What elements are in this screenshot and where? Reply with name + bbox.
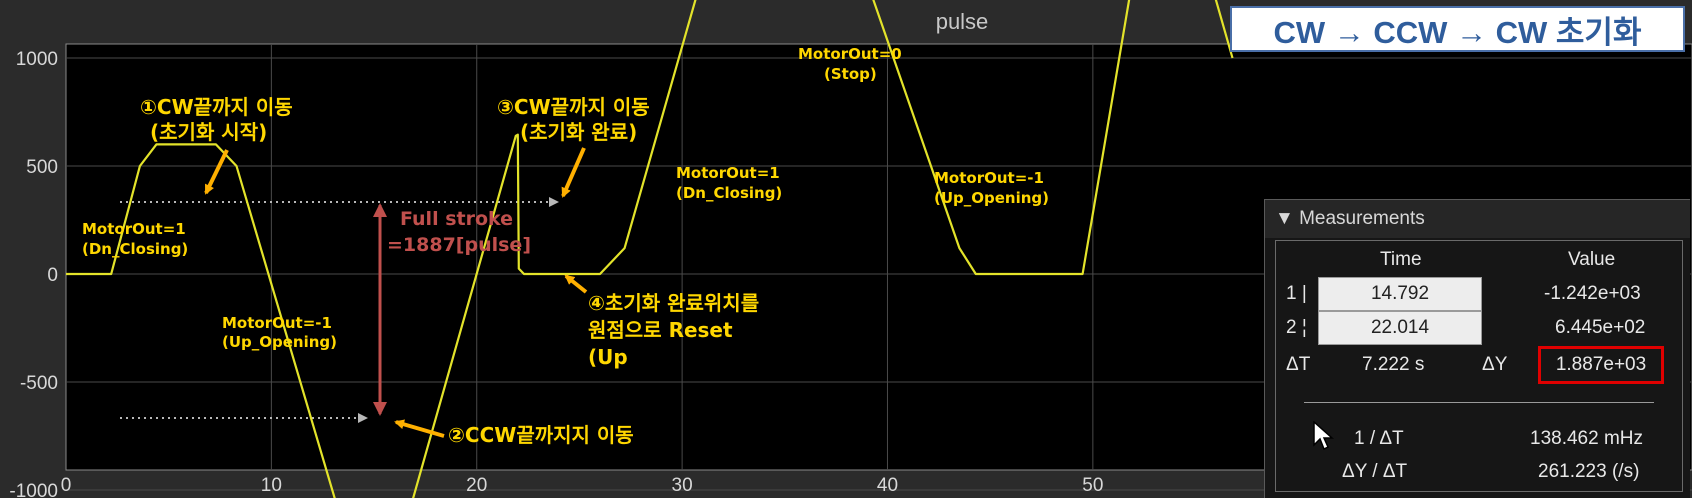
triangle-down-icon[interactable]: ▼ [1275,208,1294,229]
annotation-step3-sub: (초기화 완료) [520,120,637,144]
y-tick-label: 500 [26,157,58,178]
mouse-pointer-icon [1313,421,1334,451]
pointer-arrow-2 [394,419,445,438]
cursor2-label: 2 ¦ [1286,317,1307,338]
annotation-motor-m1b: MotorOut=-1 [934,169,1044,187]
x-tick-label: 30 [672,475,693,496]
delta-t-label: ΔT [1286,354,1311,375]
series-line-pulse [66,0,1234,498]
cursor1-label: 1 | [1286,283,1307,304]
tick-labels: 01020304050150010005000-500-1000-1500 [9,49,1103,498]
measurements-panel: ▼ Measurements Time Value 1 | 14.792 -1.… [1264,199,1690,498]
col-header-time: Time [1380,249,1422,270]
delta-y-label: ΔY [1482,354,1508,375]
annotation-step4-line2: 원점으로 Reset [588,318,733,342]
annotation-full-stroke-value: =1887[pulse] [387,234,531,256]
x-tick-label: 10 [261,475,282,496]
x-tick-label: 50 [1082,475,1103,496]
dy-dt-label: ΔY / ΔT [1342,461,1408,482]
annotation-full-stroke: Full stroke [400,208,513,230]
measurements-header[interactable]: ▼ Measurements [1265,200,1690,238]
inv-dt-value: 138.462 mHz [1530,428,1644,449]
pointer-arrow-1 [204,149,229,195]
y-tick-label: -1000 [9,481,58,498]
x-tick-label: 0 [61,475,72,496]
x-tick-label: 40 [877,475,898,496]
annotation-motor-0: MotorOut=0 [798,45,902,63]
cursor2-value: 6.445e+02 [1555,317,1646,338]
annotation-motor-m1b-sub: (Up_Opening) [934,189,1049,207]
delta-y-value: 1.887e+03 [1538,346,1664,384]
annotation-motor-m1a-sub: (Up_Opening) [222,333,337,351]
annotation-motor-0-sub: (Stop) [824,65,877,83]
dy-dt-value: 261.223 (/s) [1538,461,1640,482]
cursor1-time-field[interactable]: 14.792 [1318,277,1482,311]
annotation-step3: ③CW끝까지 이동 [497,95,650,119]
cursor2-time-field[interactable]: 22.014 [1318,311,1482,345]
annotation-motor-1a: MotorOut=1 [82,220,186,238]
measurements-title: Measurements [1299,208,1425,229]
x-tick-label: 20 [466,475,487,496]
y-tick-label: 0 [47,265,58,286]
annotation-motor-m1a: MotorOut=-1 [222,314,332,332]
pointer-arrow-3 [561,147,586,198]
y-tick-label: -500 [20,373,58,394]
measurements-table: Time Value 1 | 14.792 -1.242e+03 2 ¦ 22.… [1275,240,1683,492]
figure-title-box: CW → CCW → CW 초기화 [1230,6,1685,52]
delta-t-value: 7.222 s [1362,354,1425,375]
separator [1304,402,1654,403]
annotation-step1: ①CW끝까지 이동 [140,95,293,119]
cursor1-value: -1.242e+03 [1544,283,1641,304]
annotation-step4-line3: (Up [588,345,628,369]
annotation-step2: ②CCW끝까지지 이동 [448,423,634,447]
chart-title: pulse [936,9,989,34]
annotation-step4: ④초기화 완료위치를 [588,291,759,315]
annotation-motor-1b: MotorOut=1 [676,164,780,182]
inv-dt-label: 1 / ΔT [1354,428,1404,449]
col-header-value: Value [1568,249,1616,270]
annotation-motor-1a-sub: (Dn_Closing) [82,240,188,258]
y-tick-label: 1000 [16,49,58,70]
pointer-arrow-4 [564,274,588,294]
annotation-step1-sub: (초기화 시작) [150,120,267,144]
annotation-motor-1b-sub: (Dn_Closing) [676,184,782,202]
